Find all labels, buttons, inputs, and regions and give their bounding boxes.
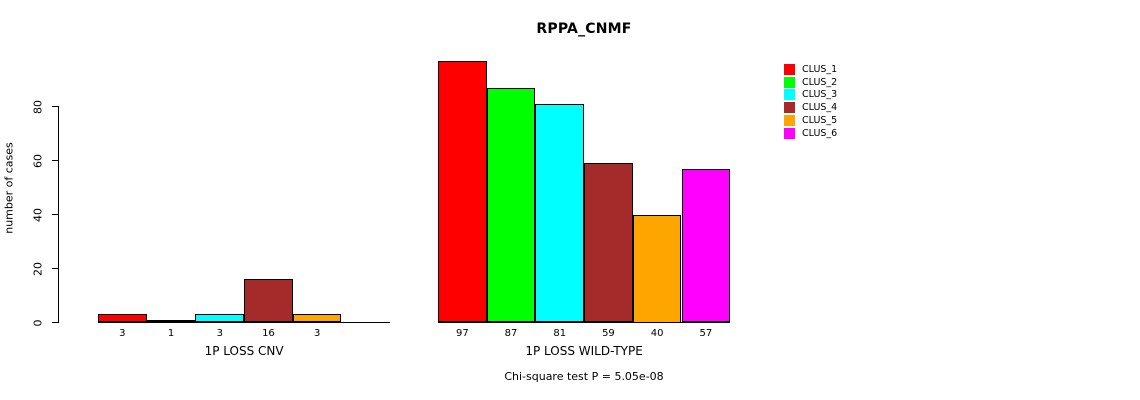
- legend-item-clus_6: CLUS_6: [784, 127, 838, 139]
- legend-label: CLUS_3: [802, 89, 838, 101]
- y-axis-tick: [51, 105, 59, 108]
- bar-clus_3-group-1: [535, 103, 585, 323]
- bar-value-label: 16: [262, 328, 275, 339]
- y-axis-tick: [51, 159, 59, 162]
- chi-square-annotation: Chi-square test P = 5.05e-08: [504, 370, 664, 383]
- legend-item-clus_1: CLUS_1: [784, 64, 837, 75]
- bar-clus_2-group-0: [146, 319, 196, 323]
- legend-swatch-clus_6: [784, 127, 795, 139]
- legend-item-clus_4: CLUS_4: [784, 102, 838, 114]
- bar-value-label: 3: [119, 328, 126, 339]
- bar-value-label: 40: [650, 328, 664, 339]
- legend-swatch-clus_2: [784, 76, 795, 88]
- y-axis-line: [58, 106, 60, 323]
- legend-label: CLUS_4: [802, 102, 838, 114]
- legend-swatch-clus_3: [784, 89, 795, 101]
- legend-item-clus_5: CLUS_5: [784, 114, 838, 126]
- bar-value-label: 3: [216, 328, 223, 339]
- bar-clus_2-group-1: [486, 87, 536, 323]
- bar-clus_1-group-1: [438, 60, 487, 323]
- legend-item-clus_3: CLUS_3: [784, 89, 838, 101]
- bar-clus_5-group-0: [292, 314, 342, 323]
- bar-value-label: 87: [504, 328, 518, 339]
- bar-clus_1-group-0: [98, 314, 147, 323]
- chart-title: RPPA_CNMF: [536, 21, 632, 37]
- bar-clus_4-group-0: [244, 279, 293, 323]
- legend-swatch-clus_4: [784, 102, 795, 114]
- bar-value-label: 57: [699, 328, 713, 339]
- bar-clus_4-group-1: [584, 163, 633, 323]
- bar-clus_5-group-1: [632, 214, 682, 323]
- legend-label: CLUS_5: [802, 114, 838, 126]
- y-axis-tick: [51, 267, 59, 270]
- x-axis-group-label: 1P LOSS CNV: [204, 344, 284, 358]
- y-axis-tick: [51, 321, 59, 324]
- bar-value-label: 59: [602, 328, 615, 339]
- bar-clus_6-group-1: [681, 168, 731, 323]
- legend-swatch-clus_5: [784, 114, 795, 126]
- y-axis-tick: [51, 213, 59, 216]
- legend-swatch-clus_1: [784, 64, 795, 75]
- bar-value-label: 3: [313, 328, 321, 339]
- legend-label: CLUS_1: [802, 64, 838, 75]
- bar-clus_3-group-0: [195, 314, 245, 323]
- bar-value-label: 81: [553, 328, 567, 339]
- legend-label: CLUS_6: [802, 127, 838, 139]
- bar-value-label: 1: [167, 328, 175, 339]
- bar-value-label: 97: [455, 328, 469, 339]
- legend-label: CLUS_2: [802, 76, 838, 88]
- x-axis-group-label: 1P LOSS WILD-TYPE: [525, 344, 643, 358]
- legend-item-clus_2: CLUS_2: [784, 76, 838, 88]
